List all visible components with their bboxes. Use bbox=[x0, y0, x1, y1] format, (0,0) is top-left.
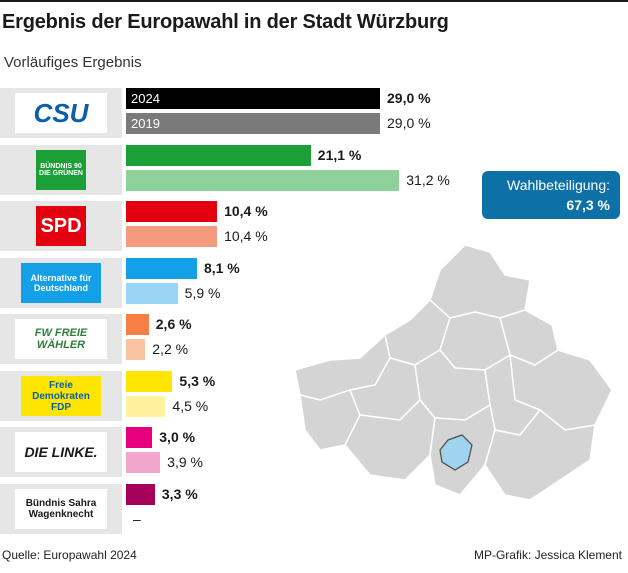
bar-2019-4 bbox=[126, 339, 146, 360]
bar-2019-6 bbox=[126, 452, 161, 473]
value-label-2019-0: 29,0 % bbox=[387, 115, 431, 131]
value-label-2024-3: 8,1 % bbox=[203, 260, 240, 276]
value-label-2024-5: 5,3 % bbox=[179, 373, 216, 389]
value-label-2024-2: 10,4 % bbox=[224, 203, 268, 219]
bar-2024-6 bbox=[126, 427, 153, 448]
top-rule bbox=[0, 0, 628, 2]
value-label-2019-2: 10,4 % bbox=[224, 228, 268, 244]
party-logo-box-0: CSU bbox=[0, 88, 122, 138]
page-title: Ergebnis der Europawahl in der Stadt Wür… bbox=[2, 11, 449, 33]
source-note: Quelle: Europawahl 2024 bbox=[2, 548, 137, 562]
value-label-2024-4: 2,6 % bbox=[155, 316, 192, 332]
value-label-2019-7: – bbox=[133, 511, 141, 527]
party-logo-box-7: Bündnis Sahra Wagenknecht bbox=[0, 484, 122, 534]
party-logo-3: Alternative für Deutschland bbox=[21, 263, 101, 303]
value-label-2019-4: 2,2 % bbox=[152, 341, 189, 357]
bar-2024-4 bbox=[126, 314, 149, 335]
party-logo-box-2: SPD bbox=[0, 201, 122, 251]
bar-2019-0 bbox=[126, 113, 380, 134]
bar-2019-1 bbox=[126, 170, 400, 191]
party-logo-box-3: Alternative für Deutschland bbox=[0, 258, 122, 308]
bar-2024-3 bbox=[126, 258, 197, 279]
value-label-2024-6: 3,0 % bbox=[159, 429, 196, 445]
turnout-badge: Wahlbeteiligung: 67,3 % bbox=[482, 171, 620, 219]
party-logo-7: Bündnis Sahra Wagenknecht bbox=[15, 489, 107, 529]
party-logo-6: DIE LINKE. bbox=[15, 432, 107, 472]
turnout-value: 67,3 % bbox=[566, 197, 610, 213]
credit-note: MP-Grafik: Jessica Klement bbox=[473, 548, 622, 562]
bar-2024-7 bbox=[126, 484, 155, 505]
value-label-2019-1: 31,2 % bbox=[406, 172, 450, 188]
series-label-2019: 2019 bbox=[131, 116, 160, 131]
page-subtitle: Vorläufiges Ergebnis bbox=[4, 54, 142, 71]
map-district-southeast bbox=[484, 408, 596, 501]
bar-2024-2 bbox=[126, 201, 218, 222]
bar-2019-5 bbox=[126, 396, 166, 417]
party-logo-2: SPD bbox=[36, 206, 86, 246]
bar-2019-3 bbox=[126, 283, 178, 304]
value-label-2019-6: 3,9 % bbox=[167, 454, 203, 470]
value-label-2019-3: 5,9 % bbox=[184, 285, 221, 301]
party-logo-box-6: DIE LINKE. bbox=[0, 427, 122, 477]
party-logo-box-4: FW FREIE WÄHLER bbox=[0, 314, 122, 364]
map-district-north bbox=[429, 244, 531, 319]
bar-2024-1 bbox=[126, 145, 311, 166]
party-logo-box-5: Freie Demokraten FDP bbox=[0, 371, 122, 421]
value-label-2024-7: 3,3 % bbox=[161, 486, 198, 502]
value-label-2024-0: 29,0 % bbox=[387, 90, 431, 106]
party-logo-5: Freie Demokraten FDP bbox=[21, 376, 101, 416]
map-city-wuerzburg bbox=[439, 434, 473, 471]
bar-2019-2 bbox=[126, 226, 218, 247]
turnout-label: Wahlbeteiligung: bbox=[507, 177, 610, 193]
bar-2024-5 bbox=[126, 371, 173, 392]
bar-2024-0 bbox=[126, 88, 380, 109]
series-label-2024: 2024 bbox=[131, 91, 160, 106]
district-map bbox=[294, 244, 613, 501]
party-logo-1: BÜNDNIS 90 DIE GRÜNEN bbox=[36, 150, 86, 190]
party-logo-4: FW FREIE WÄHLER bbox=[15, 319, 107, 359]
party-logo-0: CSU bbox=[15, 93, 107, 133]
party-logo-box-1: BÜNDNIS 90 DIE GRÜNEN bbox=[0, 145, 122, 195]
value-label-2024-1: 21,1 % bbox=[317, 147, 362, 163]
value-label-2019-5: 4,5 % bbox=[172, 398, 209, 414]
